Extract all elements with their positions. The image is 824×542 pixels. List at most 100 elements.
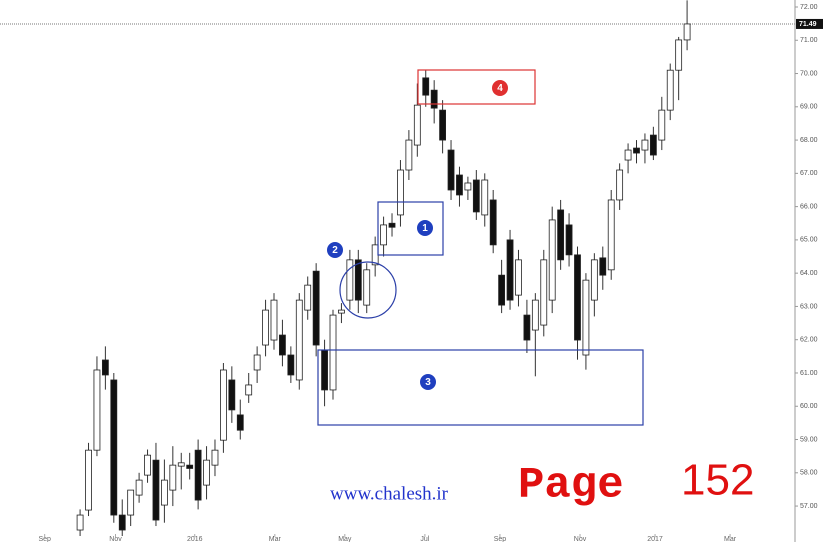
candle-body bbox=[354, 259, 362, 301]
candle-body bbox=[152, 459, 160, 521]
candle-body bbox=[649, 134, 657, 156]
x-tick-label: Jul bbox=[420, 536, 429, 542]
candle-body bbox=[498, 274, 506, 306]
candle-body bbox=[338, 309, 345, 314]
candle-body bbox=[211, 449, 219, 466]
badge bbox=[420, 374, 436, 390]
candle-body bbox=[194, 449, 202, 501]
y-tick-label: 68.00 bbox=[800, 137, 818, 144]
candle-body bbox=[93, 369, 101, 451]
box-1 bbox=[377, 201, 444, 256]
y-tick-label: 70.00 bbox=[800, 70, 818, 77]
y-tick-label: 64.00 bbox=[800, 270, 818, 277]
badge-label: 3 bbox=[425, 377, 431, 388]
candle-body bbox=[177, 462, 185, 467]
candle-body bbox=[658, 109, 666, 141]
candle-body bbox=[312, 270, 320, 346]
candle-body bbox=[515, 259, 522, 296]
candle-body bbox=[574, 254, 581, 341]
candle-body bbox=[447, 149, 455, 191]
y-tick-label: 71.00 bbox=[800, 37, 818, 44]
candle-body bbox=[321, 349, 328, 391]
candle-body bbox=[472, 179, 480, 213]
candle-body bbox=[287, 354, 295, 376]
candle-body bbox=[481, 179, 489, 216]
candle-body bbox=[144, 454, 151, 476]
candle-body bbox=[220, 369, 227, 441]
x-tick-label: Nov bbox=[109, 536, 122, 542]
y-tick-label: 60.00 bbox=[800, 403, 818, 410]
x-tick-label: 2016 bbox=[187, 536, 203, 542]
box-3 bbox=[317, 349, 644, 426]
candle-body bbox=[279, 334, 286, 356]
candle-body bbox=[506, 239, 514, 301]
x-tick-label: Nov bbox=[574, 536, 587, 542]
badge-label: 4 bbox=[497, 83, 503, 94]
circle-2 bbox=[339, 261, 397, 319]
candle-body bbox=[186, 464, 194, 469]
candle-body bbox=[616, 169, 624, 201]
candle-body bbox=[557, 209, 565, 261]
candle-body bbox=[295, 299, 303, 381]
candle-body bbox=[236, 414, 244, 431]
badge bbox=[417, 220, 433, 236]
candle-body bbox=[523, 314, 531, 341]
candle-body bbox=[270, 299, 278, 341]
box-4 bbox=[417, 69, 536, 105]
candle-body bbox=[397, 169, 404, 216]
candle-body bbox=[624, 149, 632, 161]
candle-body bbox=[245, 384, 253, 396]
candle-body bbox=[127, 489, 135, 516]
y-tick-label: 58.00 bbox=[800, 470, 818, 477]
candle-body bbox=[430, 89, 438, 109]
candle-body bbox=[135, 479, 143, 496]
candle-body bbox=[380, 224, 387, 246]
x-tick-label: Sep bbox=[494, 536, 507, 542]
y-tick-label: 72.00 bbox=[800, 4, 818, 11]
candle-body bbox=[85, 449, 92, 511]
candle-body bbox=[388, 222, 396, 228]
candle-body bbox=[253, 354, 261, 371]
candle-body bbox=[666, 69, 674, 111]
x-tick-label: 2017 bbox=[647, 536, 663, 542]
last-price-box bbox=[796, 18, 823, 29]
y-tick-label: 57.00 bbox=[800, 503, 818, 510]
candle-body bbox=[683, 23, 691, 41]
candle-body bbox=[228, 379, 236, 411]
candle-body bbox=[590, 259, 598, 301]
candle-body bbox=[607, 199, 615, 271]
candle-body bbox=[371, 244, 379, 266]
y-tick-label: 67.00 bbox=[800, 170, 818, 177]
y-tick-label: 65.00 bbox=[800, 237, 818, 244]
candle-body bbox=[110, 379, 118, 516]
candle-body bbox=[540, 259, 548, 326]
page-number: 152 bbox=[681, 456, 754, 505]
y-tick-label: 59.00 bbox=[800, 436, 818, 443]
candle-body bbox=[582, 279, 590, 356]
candle-body bbox=[203, 459, 210, 486]
y-tick-label: 63.00 bbox=[800, 303, 818, 310]
candle-body bbox=[531, 299, 539, 331]
x-tick-label: Mar bbox=[269, 536, 282, 542]
y-tick-label: 62.00 bbox=[800, 337, 818, 344]
badge bbox=[327, 242, 343, 258]
x-tick-label: Sep bbox=[38, 536, 51, 542]
candle-body bbox=[76, 514, 84, 531]
y-tick-label: 69.00 bbox=[800, 104, 818, 111]
badge bbox=[492, 80, 508, 96]
site-url: www.chalesh.ir bbox=[330, 483, 449, 504]
candle-body bbox=[346, 259, 354, 301]
candle-body bbox=[641, 139, 649, 151]
y-tick-label: 61.00 bbox=[800, 370, 818, 377]
candle-body bbox=[599, 257, 607, 276]
candle-body bbox=[464, 182, 472, 191]
y-tick-label: 66.00 bbox=[800, 203, 818, 210]
candle-body bbox=[363, 269, 371, 306]
candle-body bbox=[160, 479, 168, 506]
x-tick-label: Mar bbox=[724, 536, 737, 542]
candle-body bbox=[329, 314, 337, 391]
badge-label: 1 bbox=[422, 223, 428, 234]
candle-body bbox=[262, 309, 269, 346]
